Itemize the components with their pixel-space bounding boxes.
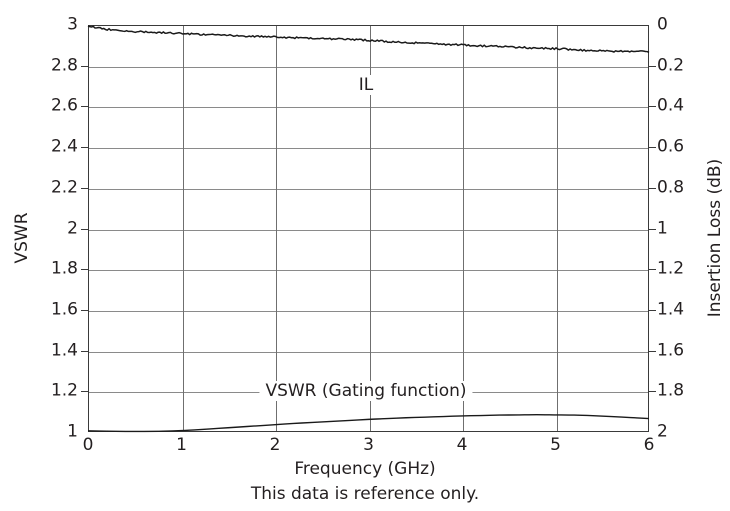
y-axis-left-tickmark <box>81 309 88 311</box>
gridline-horizontal <box>89 66 648 68</box>
gridline-horizontal <box>89 148 648 150</box>
gridline-horizontal <box>89 310 648 312</box>
y-axis-right-tick-label: 1.4 <box>657 299 685 320</box>
y-axis-right-tickmark <box>649 269 656 271</box>
x-axis-tick-label: 4 <box>456 435 468 455</box>
y-axis-left-tick-label: 1 <box>67 421 78 442</box>
y-axis-left-tick-label: 3 <box>67 14 78 35</box>
y-axis-right-tick-label: 0.6 <box>657 136 685 157</box>
gridline-vertical <box>369 26 371 431</box>
y-axis-right-tickmark <box>649 309 656 311</box>
gridline-horizontal <box>89 107 648 109</box>
y-axis-right-tickmark <box>649 228 656 230</box>
y-axis-right-tick-label: 0.4 <box>657 95 685 116</box>
y-axis-left-tickmark <box>81 147 88 149</box>
y-axis-right-tick-label: 1.2 <box>657 258 685 279</box>
series-label-il: IL <box>352 75 380 95</box>
gridline-horizontal <box>89 229 648 231</box>
gridline-vertical <box>276 26 277 431</box>
y-axis-left-tick-label: 1.4 <box>50 340 78 361</box>
y-axis-left-tickmark <box>81 350 88 352</box>
gridline-vertical <box>463 26 464 431</box>
y-axis-left-tick-label: 2.8 <box>50 55 78 76</box>
y-axis-right-tickmark <box>649 147 656 149</box>
y-axis-right-tickmark <box>649 350 656 352</box>
y-axis-left-tickmark <box>81 228 88 230</box>
gridline-horizontal <box>89 188 648 190</box>
x-axis-tick-label: 2 <box>269 435 281 455</box>
y-axis-right-tickmark <box>649 106 656 108</box>
x-axis-tick-label: 0 <box>82 435 94 455</box>
y-axis-right-tick-label: 1.6 <box>657 340 685 361</box>
x-axis-tick-label: 5 <box>550 435 561 455</box>
y-axis-left-tick-label: 2.6 <box>50 95 78 116</box>
series-label-vswr: VSWR (Gating function) <box>259 381 473 401</box>
y-axis-left-tick-label: 1.8 <box>50 258 78 279</box>
x-axis-tick-label: 6 <box>643 435 655 455</box>
y-axis-left-title: VSWR <box>12 212 32 264</box>
x-axis-tick-label: 3 <box>363 435 374 455</box>
y-axis-left-tickmark <box>81 65 88 67</box>
y-axis-left-tick-label: 2 <box>67 218 78 238</box>
gridline-horizontal <box>89 270 648 272</box>
y-axis-right-tickmark <box>649 187 656 189</box>
y-axis-right-tick-label: 0 <box>657 14 668 35</box>
y-axis-left-tick-label: 1.6 <box>50 299 78 320</box>
gridline-horizontal <box>89 351 648 353</box>
x-axis-title: Frequency (GHz) <box>294 459 436 479</box>
y-axis-right-tick-label: 0.2 <box>657 55 685 76</box>
y-axis-right-title: Insertion Loss (dB) <box>705 158 725 318</box>
y-axis-right-tickmark <box>649 65 656 67</box>
chart-caption: This data is reference only. <box>250 484 480 504</box>
y-axis-left-tick-label: 2.2 <box>50 177 78 198</box>
y-axis-right-tick-label: 0.8 <box>657 177 685 198</box>
y-axis-right-tickmark <box>649 391 656 393</box>
y-axis-left-tickmark <box>81 269 88 271</box>
y-axis-right-tick-label: 1.8 <box>657 380 685 401</box>
gridline-vertical <box>556 26 558 431</box>
y-axis-right-tick-label: 2 <box>657 421 668 442</box>
gridline-vertical <box>182 26 184 431</box>
y-axis-left-tickmark <box>81 106 88 108</box>
x-axis-tick-label: 1 <box>176 435 187 455</box>
y-axis-right-tick-label: 1 <box>657 218 668 238</box>
y-axis-left-tick-label: 1.2 <box>50 380 78 401</box>
y-axis-left-tickmark <box>81 187 88 189</box>
y-axis-left-tickmark <box>81 391 88 393</box>
y-axis-left-tick-label: 2.4 <box>50 136 78 157</box>
